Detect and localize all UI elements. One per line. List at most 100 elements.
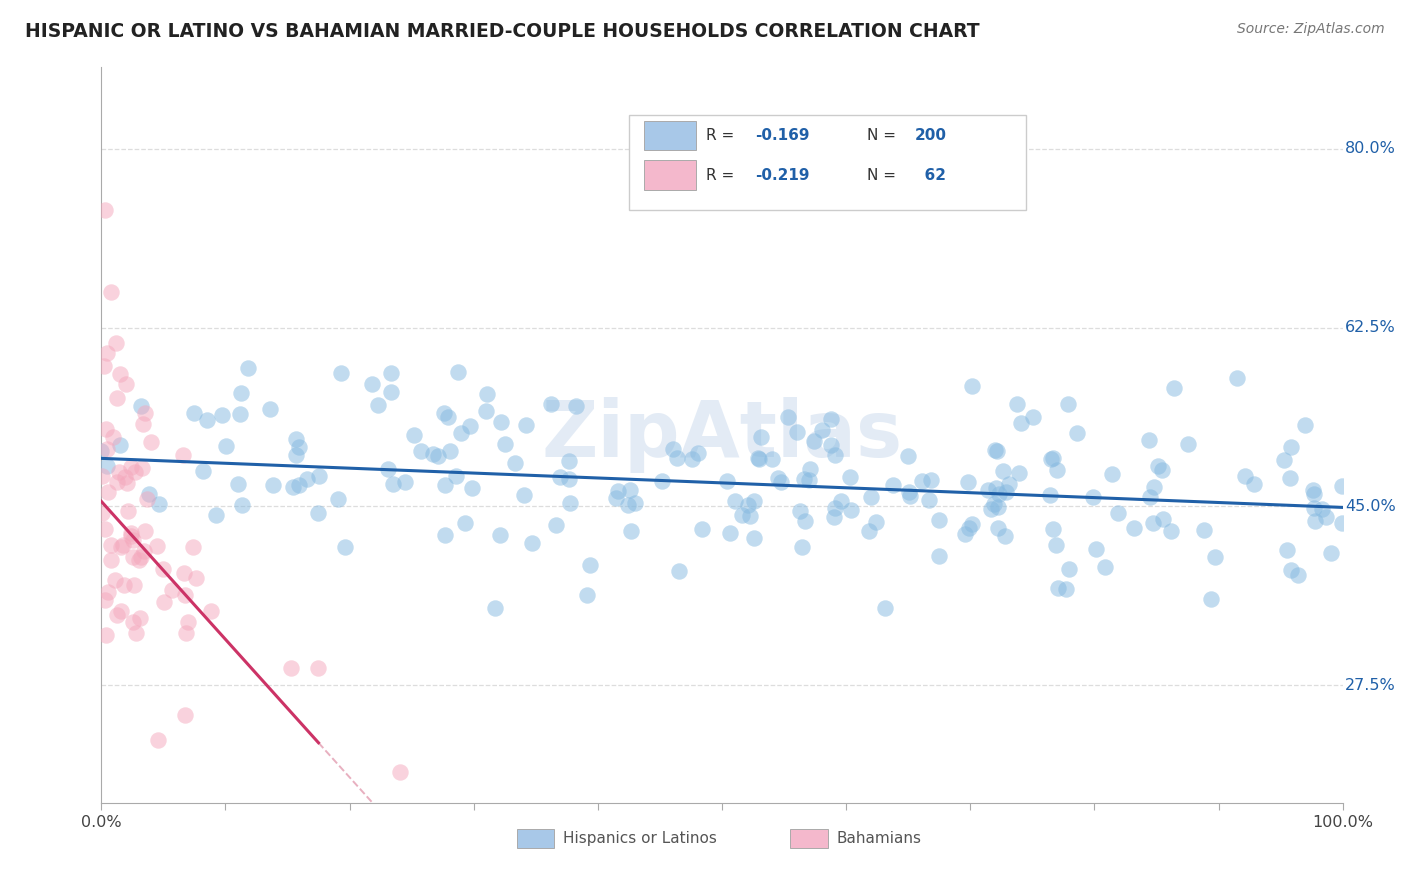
Point (918, 492, 941, 507)
Point (488, 528, 510, 542)
Point (307, 506, 329, 520)
Point (786, 425, 808, 440)
Point (503, 456, 526, 470)
Point (121, 615, 143, 629)
Point (105, 335, 128, 350)
Text: -0.219: -0.219 (755, 168, 810, 183)
Point (576, 588, 599, 602)
Point (1330, 516, 1353, 531)
Point (718, 525, 741, 540)
Point (976, 483, 998, 498)
Point (1163, 381, 1185, 395)
Point (830, 493, 852, 508)
Point (380, 366, 402, 380)
Point (1275, 543, 1298, 558)
Point (515, 418, 537, 433)
Point (1310, 502, 1333, 516)
Point (174, 626, 197, 640)
Point (134, 406, 156, 420)
Point (737, 498, 759, 512)
Point (281, 479, 304, 493)
Point (97, 484, 120, 499)
Point (200, 604, 222, 618)
Point (1315, 509, 1337, 524)
Point (108, 367, 131, 381)
Point (928, 513, 950, 527)
Point (1177, 437, 1199, 451)
Text: HISPANIC OR LATINO VS BAHAMIAN MARRIED-COUPLE HOUSEHOLDS CORRELATION CHART: HISPANIC OR LATINO VS BAHAMIAN MARRIED-C… (25, 22, 980, 41)
Point (1279, 563, 1302, 577)
Point (579, 558, 602, 572)
Point (110, 540, 132, 554)
Point (96, 458, 118, 473)
Point (1054, 582, 1077, 596)
Point (1057, 562, 1080, 576)
Point (993, 464, 1015, 478)
Bar (644, 120, 696, 150)
Point (458, 418, 481, 433)
Point (367, 398, 389, 412)
Text: -0.169: -0.169 (755, 128, 810, 143)
Point (439, 444, 461, 458)
Point (120, 525, 142, 540)
Point (450, 425, 472, 440)
Point (308, 468, 330, 483)
Point (769, 475, 792, 490)
Point (135, 491, 157, 506)
Point (749, 430, 772, 444)
Point (823, 510, 845, 524)
Point (475, 403, 498, 417)
Point (105, 608, 128, 623)
Point (666, 450, 689, 465)
Point (928, 549, 950, 563)
Point (512, 488, 534, 502)
Point (988, 487, 1011, 501)
Point (122, 578, 145, 592)
Point (606, 483, 628, 498)
Point (558, 472, 581, 486)
Point (605, 491, 627, 506)
Point (1039, 488, 1062, 502)
Point (744, 531, 766, 545)
Point (1008, 466, 1031, 480)
Text: 80.0%: 80.0% (1346, 141, 1396, 156)
Point (186, 571, 208, 585)
Point (1320, 546, 1343, 560)
Point (183, 406, 205, 420)
Point (1005, 397, 1028, 411)
Point (172, 448, 194, 462)
Point (100, 285, 122, 299)
Point (361, 376, 384, 391)
Point (174, 588, 197, 602)
Point (1160, 524, 1182, 539)
Point (160, 583, 183, 598)
Point (987, 521, 1010, 535)
Point (153, 595, 176, 609)
Point (436, 409, 458, 424)
Point (236, 360, 259, 375)
Point (297, 472, 319, 486)
Point (797, 473, 820, 487)
Point (307, 661, 329, 675)
Point (873, 601, 896, 615)
Point (1147, 458, 1170, 473)
Point (898, 490, 921, 504)
Point (1303, 514, 1326, 528)
Point (1042, 451, 1064, 466)
Point (619, 483, 641, 498)
Point (105, 391, 128, 405)
Text: N =: N = (868, 128, 901, 143)
Point (94, 202, 117, 217)
Point (882, 478, 904, 492)
Point (920, 473, 942, 487)
Point (1303, 501, 1326, 516)
Point (380, 385, 402, 400)
Point (793, 514, 815, 528)
Point (100, 538, 122, 552)
Point (494, 437, 516, 451)
Point (226, 477, 249, 491)
Point (389, 765, 412, 780)
Point (558, 496, 581, 510)
Point (115, 476, 138, 491)
Point (228, 407, 250, 421)
